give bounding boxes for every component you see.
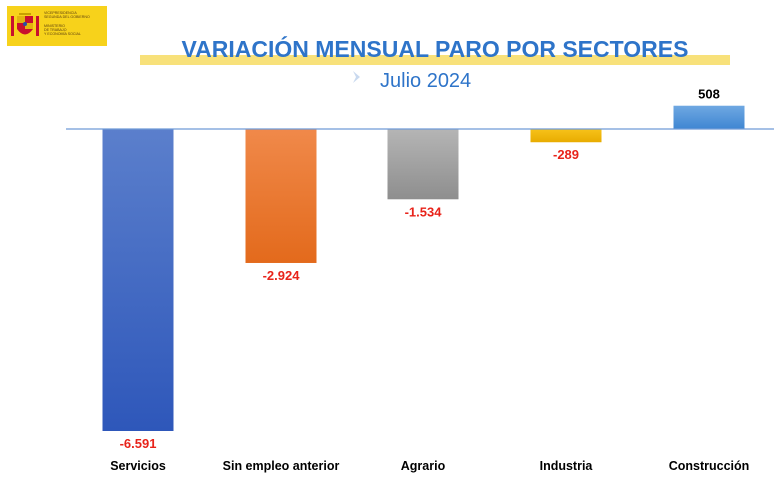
category-label: Industria: [540, 459, 594, 473]
category-label: Agrario: [401, 459, 446, 473]
title-highlight-band: [140, 55, 730, 65]
government-logo: Vicepresidencia Segunda del Gobierno Min…: [7, 6, 107, 46]
value-label: -2.924: [263, 268, 301, 283]
category-label: Construcción: [669, 459, 750, 473]
category-label: Sin empleo anterior: [223, 459, 340, 473]
bar-servicios: [102, 129, 174, 431]
bar-sin-empleo-anterior: [245, 129, 317, 263]
chevron-right-icon: [353, 71, 360, 83]
category-label: Servicios: [110, 459, 166, 473]
chart-title: VARIACIÓN MENSUAL PARO POR SECTORES: [181, 36, 689, 62]
bar-industria: [530, 129, 602, 143]
coat-of-arms-icon: [11, 13, 39, 36]
chart-subtitle: Julio 2024: [380, 70, 472, 92]
value-label: -6.591: [120, 436, 157, 451]
value-label: -289: [553, 147, 579, 162]
value-label: 508: [698, 87, 720, 102]
logo-text: Vicepresidencia Segunda del Gobierno Min…: [44, 11, 90, 37]
bar-construcci-n: [673, 105, 745, 129]
value-label: -1.534: [405, 204, 443, 219]
bar-agrario: [387, 129, 459, 200]
